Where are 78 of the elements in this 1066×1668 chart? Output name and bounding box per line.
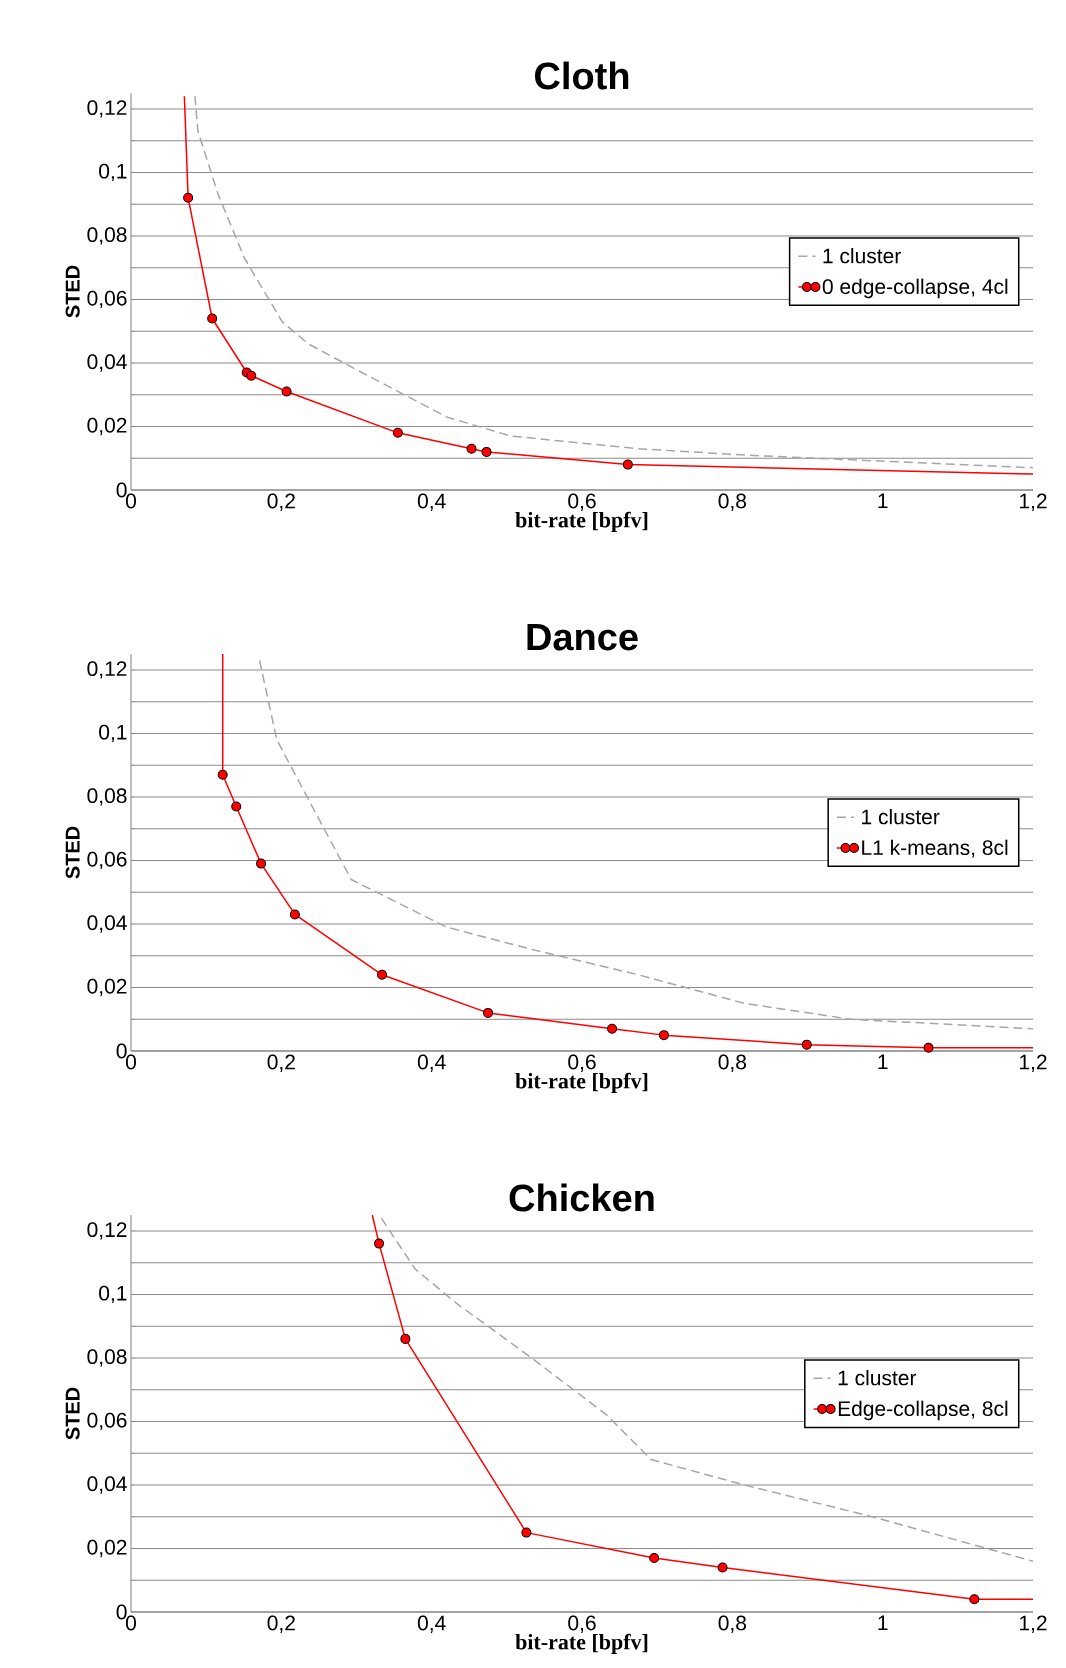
x-tick-label: 0,8 [718,1054,747,1072]
y-tick-label: 0,04 [87,915,127,933]
y-tick-label: 0,12 [87,661,127,679]
point [246,370,257,381]
y-tick-label: 0,02 [87,978,127,997]
point [969,1594,980,1605]
x-axis-title: bit-rate [bpfv] [515,511,648,532]
legend-label: 1 cluster [823,247,901,264]
y-axis-title: STED [65,826,80,879]
x-tick-label: 0,4 [417,493,446,511]
x-tick-label: 1 [878,1054,888,1069]
x-tick-label: 1 [878,493,888,508]
legend-label: 0 edge-collapse, 4cl [822,278,1008,299]
x-tick-label: 0,2 [267,1054,295,1072]
point [466,443,477,454]
x-axis-title: bit-rate [bpfv] [515,1633,648,1654]
point [607,1023,618,1034]
point [281,386,292,397]
x-tick-label: 1,2 [1020,1054,1047,1072]
point [483,1007,494,1018]
y-tick-label: 0 [116,1604,127,1620]
y-tick-label: 0,04 [87,1476,127,1494]
point [183,192,194,203]
legend-label: 1 cluster [862,808,940,825]
point [231,801,242,812]
point [207,313,218,324]
point [923,1042,934,1053]
chart-title: Chicken [509,1183,654,1212]
y-tick-label: 0,08 [87,788,127,806]
y-axis-title: STED [65,265,80,318]
x-tick-label: 0,4 [417,1615,446,1633]
point [481,446,492,457]
y-tick-label: 0,1 [99,163,127,182]
y-tick-label: 0 [116,482,127,498]
legend-label: L1 k-means, 8cl [862,839,1008,858]
y-tick-label: 0,08 [87,1349,127,1367]
y-axis-title: STED [65,1387,80,1440]
point [649,1553,660,1564]
point [717,1562,728,1573]
x-tick-label: 0,2 [267,1615,295,1633]
chart-title: Cloth [535,61,629,90]
point [289,909,300,920]
y-tick-label: 0,08 [87,227,127,245]
legend-label: 1 cluster [838,1369,917,1386]
x-tick-label: 0,8 [718,493,747,511]
x-tick-label: 1,2 [1020,493,1047,511]
x-tick-label: 0,6 [568,1615,596,1633]
x-tick-label: 0,4 [417,1054,446,1072]
point [400,1333,411,1344]
y-tick-label: 0,1 [99,1285,127,1304]
x-tick-label: 0,2 [267,493,295,511]
point [217,769,228,780]
y-tick-label: 0,02 [87,1539,127,1558]
point [377,969,388,980]
point [374,1238,385,1249]
y-tick-label: 0,1 [99,724,127,743]
y-tick-label: 0,12 [87,100,127,118]
x-axis-title: bit-rate [bpfv] [515,1072,648,1093]
point [801,1039,812,1050]
x-tick-label: 1 [878,1615,888,1630]
x-tick-label: 0,8 [718,1615,747,1633]
x-tick-label: 0,6 [568,493,596,511]
point [256,858,267,869]
point [622,459,633,470]
point [521,1527,532,1538]
y-tick-label: 0,12 [87,1222,127,1240]
point [658,1030,669,1041]
y-tick-label: 0,02 [87,417,127,436]
y-tick-label: 0,06 [87,1412,127,1431]
x-tick-label: 0,6 [568,1054,596,1072]
x-tick-label: 1,2 [1020,1615,1047,1633]
point [392,427,403,438]
legend-label: Edge-collapse, 8cl [838,1400,1008,1421]
y-tick-label: 0,06 [87,851,127,870]
y-tick-label: 0 [116,1043,127,1059]
chart-title: Dance [527,623,638,651]
y-tick-label: 0,04 [87,354,127,372]
y-tick-label: 0,06 [87,290,127,309]
